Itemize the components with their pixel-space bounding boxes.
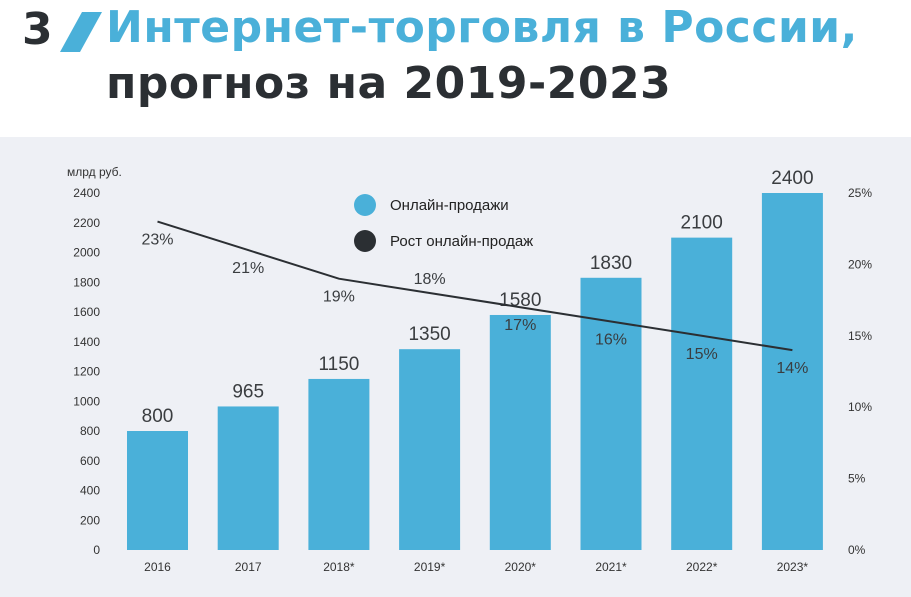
y-tick-label: 600 (80, 454, 100, 468)
bar (217, 406, 279, 550)
y-tick-label: 400 (80, 484, 100, 498)
bar (308, 378, 370, 550)
y-tick-label: 2400 (73, 186, 100, 200)
y-tick-label: 2200 (73, 216, 100, 230)
legend-marker-growth (354, 230, 376, 252)
x-tick-label: 2019* (414, 560, 446, 574)
legend-label-growth: Рост онлайн-продаж (390, 233, 533, 250)
y2-tick-label: 20% (848, 257, 872, 271)
x-tick-label: 2017 (235, 560, 262, 574)
line-value-label: 19% (323, 289, 355, 306)
y-tick-label: 1400 (73, 335, 100, 349)
y-axis-unit: млрд руб. (67, 165, 122, 179)
x-tick-label: 2022* (686, 560, 718, 574)
y-tick-label: 200 (80, 513, 100, 527)
bar (399, 349, 461, 550)
y-tick-label: 1600 (73, 305, 100, 319)
growth-line (157, 220, 793, 352)
y2-tick-label: 25% (848, 186, 872, 200)
bar-value-label: 2400 (771, 168, 813, 189)
y2-tick-label: 5% (848, 472, 866, 486)
y-tick-label: 0 (93, 543, 100, 557)
section-number: 3 (22, 4, 53, 55)
y2-tick-label: 10% (848, 400, 872, 414)
y2-tick-label: 0% (848, 543, 866, 557)
x-tick-label: 2023* (777, 560, 809, 574)
bar (580, 277, 642, 550)
header: 3 Интернет-торговля в России, прогноз на… (0, 0, 911, 137)
x-tick-label: 2016 (144, 560, 171, 574)
legend: Онлайн-продажи Рост онлайн-продаж (354, 194, 533, 252)
line-value-label: 17% (504, 317, 536, 334)
bar (761, 193, 823, 550)
bar-value-label: 800 (142, 406, 174, 427)
slash-icon (60, 12, 102, 52)
bar-value-label: 1350 (408, 324, 450, 345)
bar (127, 431, 188, 550)
x-tick-label: 2018* (323, 560, 355, 574)
y-tick-label: 800 (80, 424, 100, 438)
line-value-label: 21% (232, 260, 264, 277)
title-line-1: Интернет-торговля в России, (106, 2, 858, 53)
bar (489, 314, 551, 550)
line-value-label: 15% (686, 346, 718, 363)
legend-marker-sales (354, 194, 376, 216)
bar-value-label: 1830 (590, 253, 632, 274)
legend-label-sales: Онлайн-продажи (390, 197, 509, 214)
bar-value-label: 2100 (681, 213, 723, 234)
y-tick-label: 1200 (73, 365, 100, 379)
bar-value-label: 1150 (318, 354, 359, 375)
x-tick-label: 2020* (505, 560, 537, 574)
line-value-label: 16% (595, 332, 627, 349)
y-tick-label: 2000 (73, 246, 100, 260)
bar (671, 237, 733, 550)
y-tick-label: 1000 (73, 394, 100, 408)
y2-tick-label: 15% (848, 329, 872, 343)
line-value-label: 14% (776, 360, 808, 377)
x-tick-label: 2021* (595, 560, 627, 574)
title-line-2: прогноз на 2019-2023 (106, 58, 672, 109)
y-tick-label: 1800 (73, 275, 100, 289)
line-value-label: 23% (141, 232, 173, 249)
bar-value-label: 965 (232, 381, 264, 402)
line-value-label: 18% (414, 271, 446, 288)
